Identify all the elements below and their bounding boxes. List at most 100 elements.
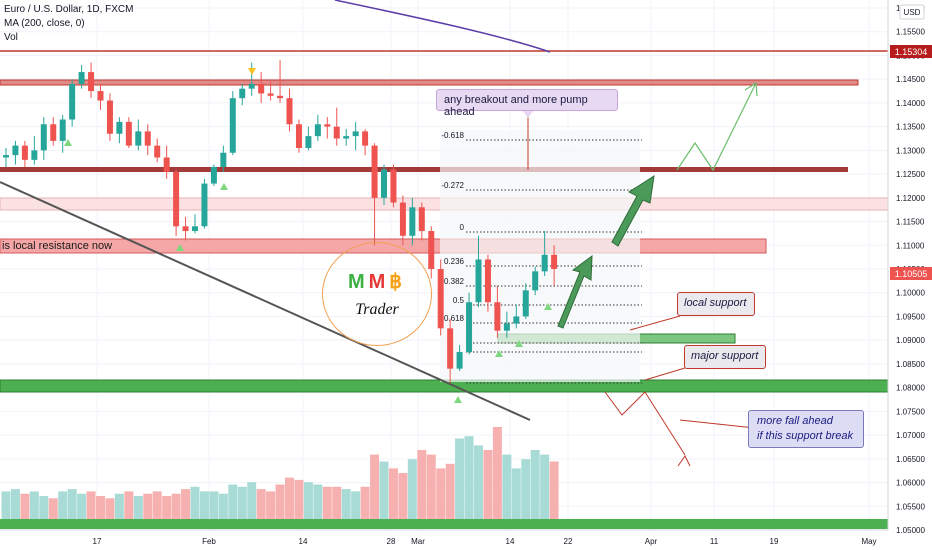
candle: [343, 129, 350, 146]
candle: [144, 124, 151, 156]
candle: [352, 121, 359, 151]
price-tick-label: 1.06000: [896, 479, 925, 488]
bearish-projection: [604, 391, 686, 456]
price-badge-top-text: 1.15304: [895, 47, 928, 57]
volume-indicator-label[interactable]: Vol: [4, 32, 18, 43]
price-tick-label: 1.14500: [896, 75, 925, 84]
volume-bar: [360, 486, 370, 519]
candle: [456, 344, 463, 372]
date-tick-label: May: [861, 537, 876, 546]
upper-resistance-band: [0, 79, 859, 86]
price-tick-label: 1.11000: [896, 241, 925, 250]
candle-body: [503, 323, 510, 331]
candle: [201, 178, 208, 229]
local-support-label: local support: [677, 292, 755, 316]
volume-bar: [10, 489, 20, 519]
fib-label: -0.618: [441, 131, 464, 140]
volume-bar: [96, 496, 105, 519]
date-tick-label: 17: [93, 537, 102, 546]
fib-label: 0.618: [444, 314, 465, 323]
volume-bar: [502, 454, 512, 519]
volume-bar: [492, 427, 502, 519]
currency-button[interactable]: USD: [899, 4, 925, 20]
price-tick-label: 1.09500: [896, 312, 925, 321]
volume-bar: [474, 445, 483, 519]
volume-bar: [313, 484, 323, 519]
volume-bar: [199, 491, 209, 519]
candle: [551, 245, 558, 286]
candle: [305, 126, 312, 151]
price-tick-label: 1.15500: [896, 28, 925, 37]
candle-body: [371, 145, 378, 198]
candle: [494, 285, 501, 338]
volume-bars: [1, 427, 559, 519]
candle: [277, 60, 284, 103]
candle: [97, 83, 104, 111]
volume-bar: [398, 473, 408, 519]
volume-bar: [1, 491, 11, 519]
sell-signal-marker: [248, 68, 256, 75]
volume-bar: [114, 493, 124, 519]
candle-body: [116, 121, 123, 134]
candle-body: [125, 121, 132, 146]
candle-body: [88, 72, 95, 92]
date-tick-label: 14: [506, 537, 515, 546]
candle: [399, 195, 406, 246]
mmb-trader-logo: MM฿ Trader: [322, 242, 432, 346]
candle: [59, 114, 66, 153]
candle-body: [69, 83, 76, 120]
logo-letters: MM฿: [323, 269, 431, 294]
candle: [381, 164, 387, 205]
volume-bar: [351, 491, 361, 519]
candle: [418, 202, 425, 241]
volume-bar: [388, 468, 398, 519]
candle: [69, 79, 76, 127]
candle: [21, 140, 28, 167]
volume-bar: [426, 454, 436, 519]
arrow-up-large: [611, 174, 655, 247]
candle: [295, 119, 302, 153]
candle: [78, 64, 85, 89]
price-tick-label: 1.07000: [896, 431, 925, 440]
candle: [116, 117, 123, 144]
ma-indicator-label[interactable]: MA (200, close, 0): [4, 18, 85, 29]
time-axis[interactable]: [0, 530, 888, 550]
candle: [135, 119, 142, 151]
candle: [503, 311, 510, 338]
candle: [106, 93, 113, 141]
volume-bar: [143, 493, 153, 519]
candle: [40, 117, 47, 160]
candle: [258, 72, 265, 103]
fib-levels: -0.618 -0.272 0 0.236 0.382 0.5 0.618: [441, 131, 642, 384]
candle: [333, 107, 340, 146]
volume-bar: [379, 461, 389, 519]
volume-bar: [133, 496, 143, 519]
volume-bar: [247, 482, 257, 519]
candle-body: [3, 155, 9, 158]
candle: [3, 147, 9, 167]
logo-word: Trader: [355, 301, 399, 318]
date-tick-label: 22: [564, 537, 573, 546]
candle: [12, 140, 19, 165]
symbol-title[interactable]: Euro / U.S. Dollar, 1D, FXCM: [4, 4, 134, 15]
date-tick-labels: 17 Feb 14 28 Mar 14 22 Apr 11 19 May: [93, 537, 877, 546]
candle-body: [390, 169, 397, 203]
price-tick-label: 1.12000: [896, 194, 925, 203]
candle-body: [381, 169, 387, 198]
buy-signal-marker: [220, 183, 228, 190]
candle-body: [97, 91, 104, 101]
candle-body: [541, 254, 548, 272]
bullish-projection: [676, 84, 756, 172]
bottom-support-zone: [0, 519, 888, 529]
candle: [50, 117, 57, 146]
buy-signal-marker: [454, 396, 462, 403]
volume-bar: [218, 493, 228, 519]
volume-bar: [86, 491, 96, 519]
fall-note-line-2: if this support break: [757, 430, 853, 442]
candle-body: [447, 328, 454, 369]
candle-body: [466, 302, 473, 353]
candle: [324, 117, 331, 139]
fib-area: [440, 130, 640, 382]
candle: [409, 197, 416, 246]
